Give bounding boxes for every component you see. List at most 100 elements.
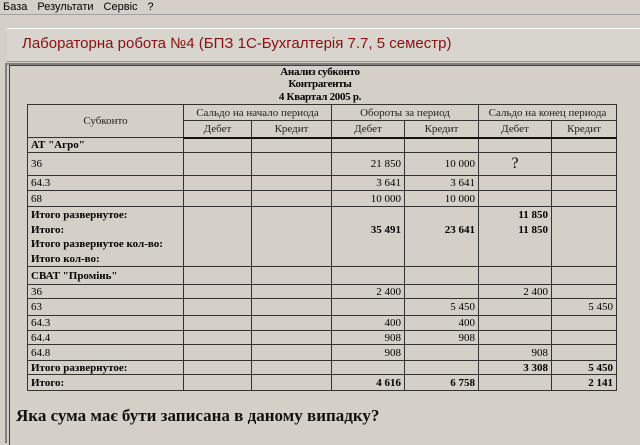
- amount-cell: [551, 137, 617, 153]
- table-row: 64.3 400 400: [27, 315, 617, 331]
- account-cell: 63: [27, 298, 184, 316]
- debit-header: Дебет: [331, 120, 405, 139]
- amount-cell: 10 000: [331, 190, 405, 207]
- amount-cell: [478, 374, 552, 391]
- table-row: 63 5 450 5 450: [27, 298, 617, 316]
- amount-cell: 11 850 11 850: [478, 206, 552, 267]
- table-row: Итого: 4 616 6 758 2 141: [27, 374, 617, 391]
- amount-cell: [251, 315, 332, 331]
- account-cell: 64.8: [27, 344, 184, 361]
- table-row: 64.4 908 908: [27, 330, 617, 345]
- account-cell: 64.4: [27, 330, 184, 345]
- amount-cell: [478, 137, 552, 153]
- amount-cell: 2 400: [331, 284, 405, 299]
- credit-header: Кредит: [251, 120, 332, 139]
- account-cell: Итого развернутое: Итого: Итого разверну…: [27, 206, 184, 267]
- amount-cell: [183, 374, 252, 391]
- amount-cell: 5 450: [551, 298, 617, 316]
- table-row: Итого развернутое: 3 308 5 450: [27, 360, 617, 375]
- amount-cell: [183, 137, 252, 153]
- header-title: Лабораторна робота №4 (БПЗ 1С-Бухгалтері…: [22, 35, 452, 52]
- amount-cell: [183, 206, 252, 267]
- amount-cell: [551, 190, 617, 207]
- amount-cell: 2 400: [478, 284, 552, 299]
- account-cell: Итого:: [27, 374, 184, 391]
- table-row: 64.3 3 641 3 641: [27, 175, 617, 191]
- amount-cell: [251, 190, 332, 207]
- amount-cell: [183, 344, 252, 361]
- report-subtitle: Контрагенты: [288, 78, 352, 90]
- header-turnover: Обороты за период: [331, 104, 479, 121]
- header-subkonto: Субконто: [27, 104, 184, 138]
- amount-cell: [478, 175, 552, 191]
- amount-cell: [183, 266, 252, 285]
- menu-baza[interactable]: База: [3, 1, 28, 13]
- amount-cell: [478, 315, 552, 331]
- amount-cell: [251, 137, 332, 153]
- report-title: Анализ субконто: [280, 66, 360, 78]
- amount-cell: [404, 137, 479, 153]
- amount-cell: [183, 175, 252, 191]
- amount-cell: 6 758: [404, 374, 479, 391]
- menu-results[interactable]: Результати: [37, 1, 94, 13]
- table-row: 36 2 400 2 400: [27, 284, 617, 299]
- amount-cell: 5 450: [404, 298, 479, 316]
- amount-cell: [404, 284, 479, 299]
- amount-cell: 400: [404, 315, 479, 331]
- table-row: 36 21 850 10 000?: [27, 152, 617, 176]
- amount-cell: ?: [478, 152, 552, 176]
- menu-help[interactable]: ?: [147, 1, 154, 13]
- amount-cell: 400: [331, 315, 405, 331]
- credit-header: Кредит: [404, 120, 479, 139]
- amount-cell: [551, 266, 617, 285]
- amount-cell: [331, 137, 405, 153]
- amount-cell: 4 616: [331, 374, 405, 391]
- amount-cell: [251, 360, 332, 375]
- amount-cell: [251, 175, 332, 191]
- amount-cell: [404, 266, 479, 285]
- amount-cell: [183, 360, 252, 375]
- account-cell: 36: [27, 152, 184, 176]
- header-opening-balance: Сальдо на начало периода: [183, 104, 332, 121]
- table-row: 68 10 000 10 000: [27, 190, 617, 207]
- amount-cell: [331, 360, 405, 375]
- amount-cell: 3 641: [331, 175, 405, 191]
- amount-cell: [183, 284, 252, 299]
- amount-cell: [183, 315, 252, 331]
- amount-cell: [331, 298, 405, 316]
- account-cell: АТ "Агро": [27, 137, 184, 153]
- amount-cell: 23 641: [404, 206, 479, 267]
- account-cell: 64.3: [27, 315, 184, 331]
- amount-cell: 10 000: [404, 152, 479, 176]
- amount-cell: [478, 190, 552, 207]
- account-cell: 68: [27, 190, 184, 207]
- account-cell: 64.3: [27, 175, 184, 191]
- amount-cell: [251, 344, 332, 361]
- amount-cell: 35 491: [331, 206, 405, 267]
- amount-cell: 908: [404, 330, 479, 345]
- amount-cell: 21 850: [331, 152, 405, 176]
- account-cell: 36: [27, 284, 184, 299]
- table-row: Итого развернутое: Итого: Итого разверну…: [27, 206, 617, 267]
- amount-cell: [478, 298, 552, 316]
- amount-cell: [551, 175, 617, 191]
- amount-cell: 908: [331, 330, 405, 345]
- question-text: Яка сума має бути записана в даному випа…: [16, 406, 380, 425]
- amount-cell: [183, 152, 252, 176]
- table-row: 64.8 908 908: [27, 344, 617, 361]
- amount-cell: [183, 298, 252, 316]
- amount-cell: 10 000: [404, 190, 479, 207]
- report-panel: [5, 63, 640, 443]
- amount-cell: [251, 284, 332, 299]
- debit-header: Дебет: [478, 120, 552, 139]
- amount-cell: [551, 344, 617, 361]
- menu-service[interactable]: Сервіс: [103, 1, 138, 13]
- header-closing-balance: Сальдо на конец периода: [478, 104, 617, 121]
- amount-cell: [251, 330, 332, 345]
- subkonto-table: Субконто Сальдо на начало периода Оборот…: [27, 104, 617, 391]
- amount-cell: 3 308: [478, 360, 552, 375]
- header-band: Лабораторна робота №4 (БПЗ 1С-Бухгалтері…: [7, 28, 640, 62]
- group-row: СВАТ "Промінь": [27, 266, 617, 285]
- amount-cell: [551, 206, 617, 267]
- menu-bar: База Результати Сервіс ?: [0, 0, 640, 15]
